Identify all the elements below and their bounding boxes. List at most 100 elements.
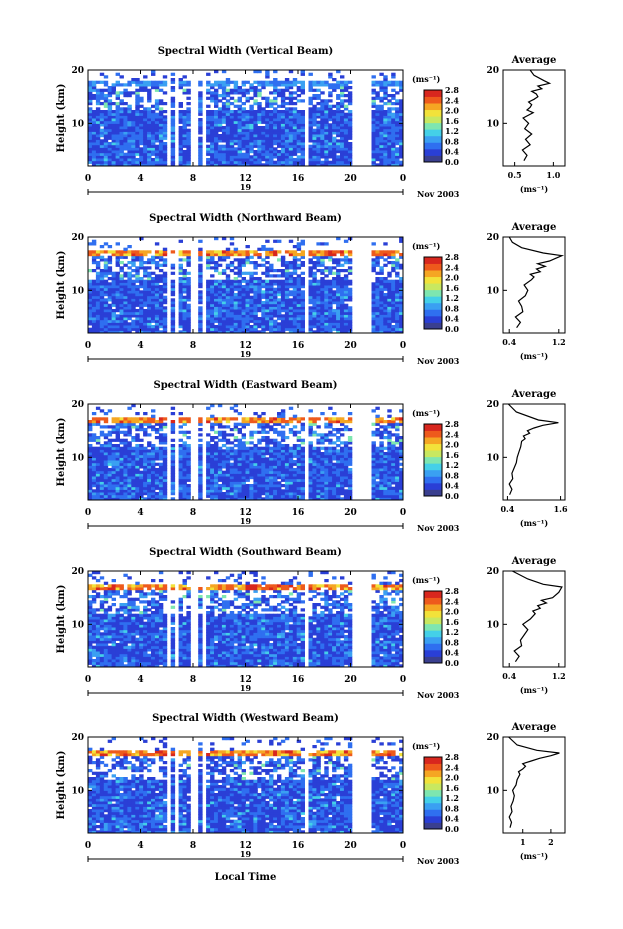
heatmap-cell	[383, 311, 388, 315]
heatmap-cell	[151, 325, 156, 329]
heatmap-cell	[371, 142, 376, 146]
heatmap-cell	[91, 80, 97, 84]
heatmap-cell	[210, 160, 215, 164]
heatmap-cell	[249, 486, 254, 490]
heatmap-cell	[383, 322, 388, 326]
heatmap-cell	[383, 118, 388, 122]
heatmap-cell	[324, 115, 329, 119]
heatmap-cell	[273, 269, 278, 273]
heatmap-cell	[217, 468, 223, 472]
heatmap-cell	[158, 422, 164, 426]
heatmap-cell	[139, 99, 144, 103]
heatmap-cell	[387, 285, 392, 289]
heatmap-cell	[154, 436, 160, 440]
heatmap-cell	[292, 261, 298, 265]
heatmap-cell	[95, 452, 101, 456]
heatmap-cell	[88, 158, 93, 162]
heatmap-cell	[95, 301, 101, 305]
heatmap-cell	[320, 311, 325, 315]
heatmap-cell	[379, 314, 384, 318]
heatmap-cell	[253, 492, 258, 496]
heatmap-cell	[280, 91, 286, 95]
heatmap-cell	[332, 112, 337, 116]
heatmap-cell	[316, 163, 321, 167]
heatmap-cell	[103, 128, 109, 132]
heatmap-cell	[233, 497, 239, 501]
heatmap-cell	[375, 80, 380, 84]
heatmap-cell	[312, 277, 317, 281]
heatmap-cell	[111, 118, 116, 122]
heatmap-cell	[210, 484, 215, 488]
heatmap-cell	[265, 476, 270, 480]
heatmap-cell	[288, 317, 294, 321]
heatmap-cell	[371, 155, 376, 159]
heatmap-cell	[170, 150, 176, 154]
heatmap-cell	[91, 110, 97, 114]
heatmap-cell	[225, 301, 231, 305]
heatmap-cell	[343, 250, 349, 254]
heatmap-cell	[198, 118, 203, 122]
heatmap-cell	[103, 131, 109, 135]
heatmap-cell	[383, 128, 388, 132]
heatmap-cell	[257, 330, 262, 334]
heatmap-cell	[182, 274, 187, 278]
heatmap-cell	[273, 136, 278, 140]
heatmap-cell	[391, 158, 396, 162]
heatmap-cell	[233, 115, 239, 119]
heatmap-cell	[107, 102, 113, 106]
heatmap-cell	[88, 83, 93, 87]
heatmap-cell	[308, 319, 313, 323]
heatmap-cell	[123, 298, 128, 302]
heatmap-cell	[324, 102, 329, 106]
heatmap-cell	[206, 88, 211, 92]
colorbar-tick-label: 2.4	[445, 262, 459, 272]
heatmap-cell	[103, 75, 109, 79]
heatmap-cell	[265, 239, 270, 243]
heatmap-cell	[265, 70, 270, 74]
heatmap-cell	[147, 301, 152, 305]
heatmap-cell	[324, 120, 329, 124]
heatmap-cell	[111, 476, 116, 480]
heatmap-cell	[320, 327, 325, 331]
heatmap-cell	[245, 139, 250, 143]
heatmap-cell	[257, 80, 262, 84]
heatmap-cell	[391, 144, 396, 148]
heatmap-cell	[127, 420, 132, 424]
heatmap-cell	[336, 142, 341, 146]
heatmap-cell	[198, 155, 203, 159]
heatmap-cell	[107, 86, 113, 90]
heatmap-cell	[143, 142, 148, 146]
heatmap-cell	[343, 115, 349, 119]
heatmap-cell	[347, 91, 353, 95]
heatmap-cell	[88, 314, 93, 318]
heatmap-cell	[107, 295, 113, 299]
heatmap-cell	[229, 303, 235, 307]
heatmap-cell	[288, 112, 294, 116]
heatmap-cell	[241, 417, 246, 421]
heatmap-cell	[324, 80, 329, 84]
heatmap-cell	[147, 287, 152, 291]
heatmap-cell	[127, 115, 132, 119]
heatmap-cell	[210, 311, 215, 315]
heatmap-cell	[139, 452, 144, 456]
heatmap-cell	[88, 306, 93, 310]
colorbar-swatch	[424, 289, 442, 297]
heatmap-cell	[178, 484, 183, 488]
heatmap-cell	[170, 327, 176, 331]
heatmap-cell	[162, 452, 168, 456]
heatmap-cell	[95, 266, 101, 270]
heatmap-cell	[131, 279, 136, 283]
heatmap-cell	[332, 88, 337, 92]
heatmap-cell	[221, 255, 227, 259]
heatmap-cell	[99, 271, 105, 275]
heatmap-cell	[253, 309, 258, 313]
heatmap-cell	[158, 489, 164, 493]
heatmap-cell	[162, 441, 168, 445]
heatmap-cell	[178, 417, 183, 421]
heatmap-cell	[391, 83, 396, 87]
heatmap-cell	[241, 446, 246, 450]
heatmap-cell	[221, 322, 227, 326]
heatmap-cell	[151, 290, 156, 294]
heatmap-cell	[280, 120, 286, 124]
heatmap-cell	[383, 110, 388, 114]
